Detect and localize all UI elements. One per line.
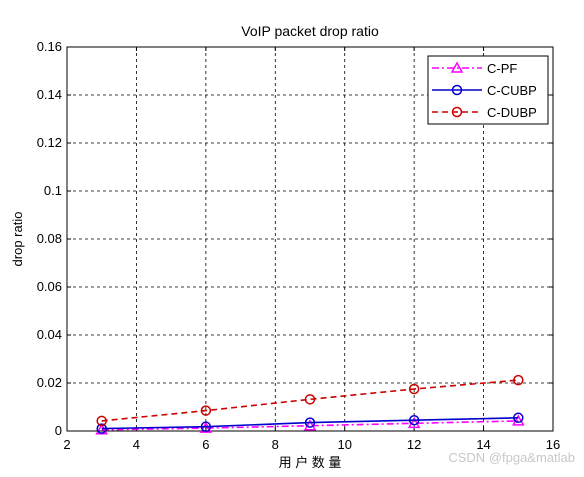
- data-point-c-dubp: [200, 405, 212, 416]
- data-point-c-dubp: [408, 383, 420, 395]
- y-axis-title: drop ratio: [10, 212, 25, 267]
- x-tick-label: 12: [407, 437, 421, 452]
- watermark-text: CSDN @fpga&matlab: [448, 450, 575, 465]
- data-point-c-pf: [512, 414, 525, 426]
- series-c-dubp: [96, 374, 524, 427]
- data-point-c-dubp: [513, 374, 524, 386]
- data-point-c-cubp: [304, 417, 316, 428]
- y-tick-label: 0.16: [37, 39, 62, 54]
- data-point-c-dubp: [96, 415, 107, 427]
- y-tick-label: 0.08: [37, 231, 62, 246]
- grid-lines: [67, 47, 553, 431]
- data-point-c-dubp: [304, 394, 316, 405]
- data-point-c-pf: [303, 419, 317, 431]
- data-point-c-cubp: [513, 412, 524, 424]
- y-tick-label: 0.14: [37, 87, 62, 102]
- y-tick-label: 0: [55, 423, 62, 438]
- legend-label-c-dubp: C-DUBP: [487, 105, 537, 120]
- legend-label-c-cubp: C-CUBP: [487, 83, 537, 98]
- chart-title: VoIP packet drop ratio: [241, 23, 379, 39]
- y-tick-label: 0.12: [37, 135, 62, 150]
- y-tick-label: 0.06: [37, 279, 62, 294]
- series-line-c-cubp: [101, 417, 519, 430]
- y-tick-label: 0.02: [37, 375, 62, 390]
- data-point-c-cubp: [408, 414, 420, 426]
- y-tick-label: 0.1: [44, 183, 62, 198]
- series-line-c-pf: [101, 420, 519, 431]
- axis-ticks: 2 4 6 8 10 12 14 16 0 0.02 0.04 0.06 0.08 0.1 0.12 0.14…: [37, 39, 561, 452]
- data-point-c-pf: [407, 416, 421, 429]
- x-tick-label: 14: [476, 437, 490, 452]
- y-tick-label: 0.04: [37, 327, 62, 342]
- series-line-c-dubp: [101, 379, 519, 422]
- x-tick-label: 16: [546, 437, 560, 452]
- legend: C-PF C-CUBP C-DUBP: [427, 55, 549, 125]
- legend-label-c-pf: C-PF: [487, 61, 517, 76]
- legend-marker-c-cubp: [451, 84, 463, 96]
- x-tick-label: 8: [272, 437, 279, 452]
- x-axis-title: 用 户 数 量: [279, 455, 342, 470]
- x-tick-label: 10: [337, 437, 351, 452]
- series-group: [95, 374, 525, 435]
- x-tick-label: 6: [202, 437, 209, 452]
- data-point-c-cubp: [96, 423, 107, 434]
- x-tick-label: 2: [63, 437, 70, 452]
- legend-marker-c-pf: [450, 61, 464, 73]
- x-tick-label: 4: [133, 437, 140, 452]
- legend-marker-c-dubp: [451, 106, 463, 118]
- data-point-c-cubp: [200, 421, 212, 432]
- data-point-c-pf: [199, 421, 213, 433]
- series-c-cubp: [96, 412, 524, 434]
